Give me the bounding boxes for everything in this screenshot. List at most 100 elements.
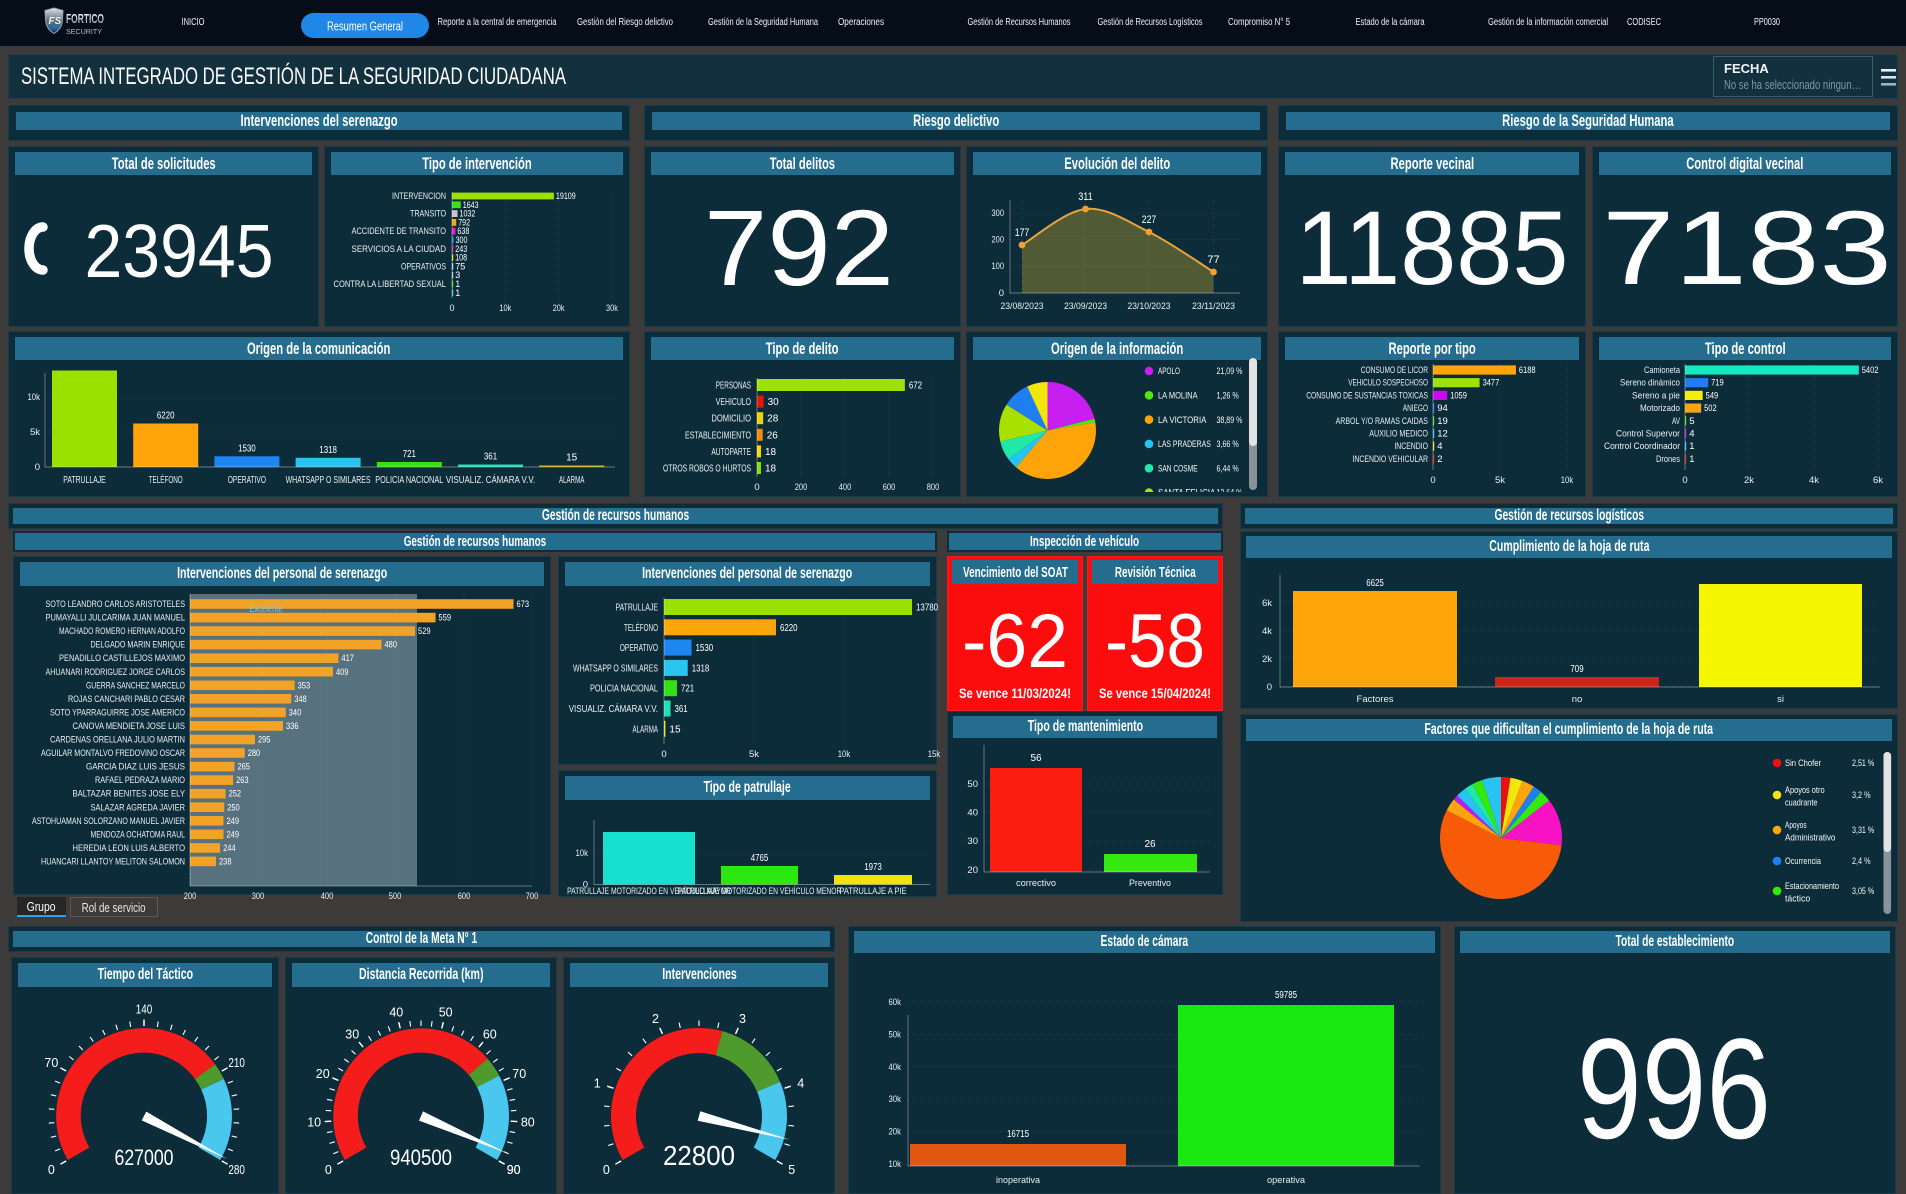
svg-text:6188: 6188 — [1519, 365, 1536, 376]
svg-text:6k: 6k — [1262, 598, 1272, 609]
svg-text:Administrativo: Administrativo — [1785, 833, 1835, 844]
svg-text:600: 600 — [883, 482, 896, 493]
svg-text:15: 15 — [566, 453, 578, 464]
svg-text:3,31 %: 3,31 % — [1852, 825, 1875, 836]
svg-text:19: 19 — [1437, 416, 1448, 427]
svg-text:15k: 15k — [928, 749, 941, 760]
svg-text:22800: 22800 — [663, 1140, 735, 1171]
svg-text:MENDOZA OCHATOMA RAUL: MENDOZA OCHATOMA RAUL — [91, 829, 186, 840]
svg-text:700: 700 — [526, 891, 539, 902]
svg-text:Factores: Factores — [1357, 694, 1394, 705]
svg-text:23945: 23945 — [85, 209, 274, 293]
svg-text:6k: 6k — [1873, 475, 1883, 486]
svg-text:28: 28 — [767, 414, 779, 425]
svg-text:1: 1 — [1689, 454, 1694, 465]
svg-text:5: 5 — [788, 1163, 795, 1177]
svg-text:Se vence 15/04/2024!: Se vence 15/04/2024! — [1099, 685, 1211, 701]
svg-text:10k: 10k — [28, 392, 41, 403]
svg-text:PATRULLAJE: PATRULLAJE — [63, 475, 106, 486]
svg-text:TRANSITO: TRANSITO — [410, 209, 446, 219]
svg-text:WHATSAPP O SIMILARES: WHATSAPP O SIMILARES — [573, 663, 658, 674]
svg-text:409: 409 — [336, 667, 349, 678]
svg-text:21,09 %: 21,09 % — [1217, 366, 1243, 377]
svg-text:Compromiso N° 5: Compromiso N° 5 — [1228, 17, 1290, 28]
svg-text:20k: 20k — [889, 1127, 902, 1138]
svg-text:400: 400 — [839, 482, 852, 493]
svg-text:5: 5 — [1689, 416, 1694, 427]
svg-text:1: 1 — [455, 288, 460, 298]
svg-text:40: 40 — [967, 808, 978, 819]
svg-text:996: 996 — [1577, 1010, 1771, 1169]
svg-text:4k: 4k — [1262, 626, 1272, 637]
svg-text:RAFAEL PEDRAZA MARIO: RAFAEL PEDRAZA MARIO — [95, 775, 185, 786]
svg-text:311: 311 — [1078, 191, 1093, 203]
svg-text:12: 12 — [1437, 429, 1448, 440]
svg-text:CARDENAS ORELLANA JULIO MARTIN: CARDENAS ORELLANA JULIO MARTIN — [50, 735, 185, 746]
svg-text:59785: 59785 — [1275, 990, 1297, 1001]
svg-text:SAN COSME: SAN COSME — [1158, 463, 1198, 474]
svg-text:SOTO YPARRAGUIRRE JOSE AMERICO: SOTO YPARRAGUIRRE JOSE AMERICO — [50, 707, 185, 718]
svg-text:VISUALIZ. CÁMARA V.V.: VISUALIZ. CÁMARA V.V. — [569, 702, 658, 715]
svg-text:10k: 10k — [576, 848, 589, 859]
svg-text:10: 10 — [307, 1116, 321, 1130]
svg-text:4: 4 — [1689, 429, 1694, 440]
svg-text:23/08/2023: 23/08/2023 — [1001, 301, 1044, 312]
svg-text:ALARMA: ALARMA — [633, 724, 659, 735]
svg-text:5402: 5402 — [1862, 365, 1879, 376]
svg-text:70: 70 — [44, 1056, 58, 1070]
svg-text:OPERATIVO: OPERATIVO — [228, 475, 266, 486]
svg-text:243: 243 — [455, 244, 467, 254]
svg-text:90: 90 — [507, 1163, 521, 1177]
svg-text:APOLO: APOLO — [1158, 366, 1180, 377]
svg-text:721: 721 — [403, 449, 417, 460]
svg-text:Gestión del Riesgo delictivo: Gestión del Riesgo delictivo — [577, 17, 673, 28]
svg-text:1643: 1643 — [463, 200, 479, 210]
svg-text:600: 600 — [458, 891, 471, 902]
svg-text:0: 0 — [35, 462, 40, 473]
svg-text:11885: 11885 — [1296, 190, 1569, 307]
svg-text:0: 0 — [1267, 682, 1272, 693]
svg-text:18: 18 — [765, 447, 777, 458]
svg-text:60k: 60k — [889, 997, 902, 1008]
svg-text:238: 238 — [219, 856, 232, 867]
svg-text:Excelente: Excelente — [250, 603, 283, 615]
svg-text:30: 30 — [345, 1028, 359, 1042]
svg-text:Sereno a pie: Sereno a pie — [1632, 390, 1680, 401]
svg-text:26: 26 — [767, 430, 779, 441]
svg-text:Reporte a la central de emerge: Reporte a la central de emergencia — [438, 17, 557, 28]
svg-text:40: 40 — [389, 1005, 403, 1019]
svg-text:OTROS ROBOS O HURTOS: OTROS ROBOS O HURTOS — [663, 464, 751, 475]
svg-text:721: 721 — [681, 684, 695, 695]
svg-text:200: 200 — [992, 235, 1005, 246]
svg-text:ANIEGO: ANIEGO — [1403, 403, 1428, 414]
svg-text:6,44 %: 6,44 % — [1217, 463, 1240, 474]
svg-text:correctivo: correctivo — [1016, 878, 1056, 889]
svg-text:BALTAZAR BENITES JOSE ELY: BALTAZAR BENITES JOSE ELY — [73, 789, 186, 800]
svg-text:480: 480 — [385, 640, 398, 651]
svg-text:300: 300 — [252, 891, 265, 902]
svg-text:0: 0 — [999, 288, 1004, 299]
svg-text:23/09/2023: 23/09/2023 — [1064, 301, 1107, 312]
svg-text:30k: 30k — [889, 1094, 902, 1105]
svg-text:108: 108 — [455, 253, 467, 263]
svg-text:Preventivo: Preventivo — [1129, 878, 1171, 889]
svg-text:50: 50 — [967, 779, 978, 790]
svg-text:20k: 20k — [553, 303, 565, 313]
svg-text:6220: 6220 — [780, 623, 798, 634]
svg-text:792: 792 — [704, 187, 894, 308]
svg-text:10k: 10k — [838, 749, 851, 760]
svg-text:30: 30 — [967, 836, 978, 847]
svg-text:19109: 19109 — [556, 191, 576, 201]
svg-text:CONSUMO DE LICOR: CONSUMO DE LICOR — [1361, 365, 1428, 376]
svg-text:250: 250 — [227, 802, 240, 813]
svg-text:940500: 940500 — [390, 1145, 452, 1170]
svg-text:18: 18 — [765, 464, 777, 475]
svg-text:0: 0 — [449, 303, 454, 313]
svg-text:TELÉFONO: TELÉFONO — [149, 473, 183, 486]
svg-text:LA MOLINA: LA MOLINA — [1158, 391, 1198, 402]
svg-text:SANTA FELICIA: SANTA FELICIA — [1158, 488, 1216, 492]
svg-text:709: 709 — [1570, 664, 1584, 675]
svg-text:38,89 %: 38,89 % — [1217, 415, 1243, 426]
svg-text:POLICIA NACIONAL: POLICIA NACIONAL — [590, 684, 658, 695]
svg-text:20: 20 — [316, 1067, 330, 1081]
